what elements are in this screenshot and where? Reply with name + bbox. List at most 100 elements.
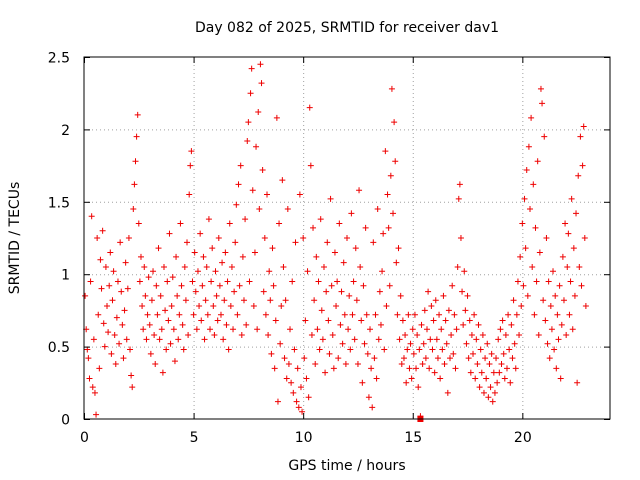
data-point xyxy=(489,398,496,405)
data-point xyxy=(409,326,416,333)
data-point xyxy=(331,249,338,256)
data-point xyxy=(370,239,377,246)
data-point xyxy=(314,326,321,333)
data-point xyxy=(265,332,272,339)
data-point xyxy=(268,350,275,357)
data-point xyxy=(495,336,502,343)
data-point xyxy=(342,360,349,367)
data-point xyxy=(465,355,472,362)
data-point xyxy=(442,317,449,324)
data-point xyxy=(399,317,406,324)
data-point xyxy=(216,282,223,289)
data-point xyxy=(261,235,268,241)
data-point xyxy=(101,343,108,350)
data-point xyxy=(320,263,327,270)
data-point xyxy=(498,360,505,367)
data-point xyxy=(523,166,530,173)
data-point xyxy=(116,340,123,347)
data-point xyxy=(99,227,106,234)
data-point xyxy=(168,303,175,310)
data-point xyxy=(453,326,460,333)
data-point xyxy=(137,253,144,260)
data-point xyxy=(322,369,329,376)
data-point xyxy=(456,181,463,188)
y-tick-label: 0 xyxy=(61,413,70,429)
data-point xyxy=(359,379,366,386)
data-point xyxy=(557,375,564,382)
data-point xyxy=(316,346,323,353)
data-point xyxy=(317,216,324,223)
data-point xyxy=(209,245,216,252)
data-point xyxy=(301,355,308,362)
data-point xyxy=(533,278,540,285)
data-point xyxy=(340,259,347,266)
data-point xyxy=(224,278,231,285)
data-point xyxy=(397,292,404,299)
data-point xyxy=(482,355,489,362)
data-point xyxy=(270,282,277,289)
data-point xyxy=(280,263,287,270)
data-point xyxy=(147,350,154,357)
data-point xyxy=(112,360,119,367)
data-point xyxy=(395,245,402,252)
data-point xyxy=(400,355,407,362)
data-point xyxy=(285,360,292,367)
data-point xyxy=(142,292,149,299)
data-point xyxy=(494,379,501,386)
data-point xyxy=(146,321,153,328)
data-point xyxy=(422,355,429,362)
data-point xyxy=(212,268,219,275)
x-tick-label: 0 xyxy=(80,430,89,446)
data-point xyxy=(512,365,519,372)
data-point xyxy=(239,253,246,260)
axis-ticks: 0 5 10 15 20 0 0.5 1 1.5 2 2.5 xyxy=(48,51,610,446)
data-point xyxy=(517,253,524,260)
data-point xyxy=(534,158,541,165)
data-point xyxy=(225,346,232,353)
data-point xyxy=(450,350,457,357)
data-point xyxy=(128,372,135,379)
data-point xyxy=(528,114,535,121)
data-point xyxy=(141,263,148,270)
data-point xyxy=(166,230,173,237)
data-point xyxy=(165,317,172,324)
data-point xyxy=(425,288,432,295)
data-point xyxy=(220,336,227,343)
data-point xyxy=(448,332,455,339)
data-point xyxy=(215,235,222,241)
data-point xyxy=(432,297,439,304)
data-point xyxy=(518,303,525,310)
data-point xyxy=(251,249,258,256)
data-point xyxy=(437,375,444,382)
data-point xyxy=(201,336,208,343)
data-point xyxy=(545,278,552,285)
data-point xyxy=(421,307,428,314)
data-point xyxy=(478,369,485,376)
data-point xyxy=(408,375,415,382)
data-point xyxy=(511,340,518,347)
data-point xyxy=(473,336,480,343)
data-point xyxy=(226,220,233,227)
data-point xyxy=(89,384,96,391)
data-point xyxy=(246,278,253,285)
data-point xyxy=(194,268,201,275)
data-point xyxy=(269,245,276,252)
data-point xyxy=(345,326,352,333)
data-point xyxy=(380,230,387,237)
data-point xyxy=(97,256,104,263)
data-point xyxy=(576,263,583,270)
data-point xyxy=(200,253,207,260)
data-point xyxy=(339,340,346,347)
data-point xyxy=(466,317,473,324)
data-point xyxy=(203,263,210,270)
data-point xyxy=(406,365,413,372)
data-point xyxy=(341,311,348,318)
data-point xyxy=(430,317,437,324)
data-point xyxy=(506,346,513,353)
data-point xyxy=(303,375,310,382)
data-point xyxy=(573,210,580,217)
data-point xyxy=(227,303,234,310)
data-point xyxy=(283,375,290,382)
data-point xyxy=(459,288,466,295)
data-point xyxy=(242,216,249,223)
